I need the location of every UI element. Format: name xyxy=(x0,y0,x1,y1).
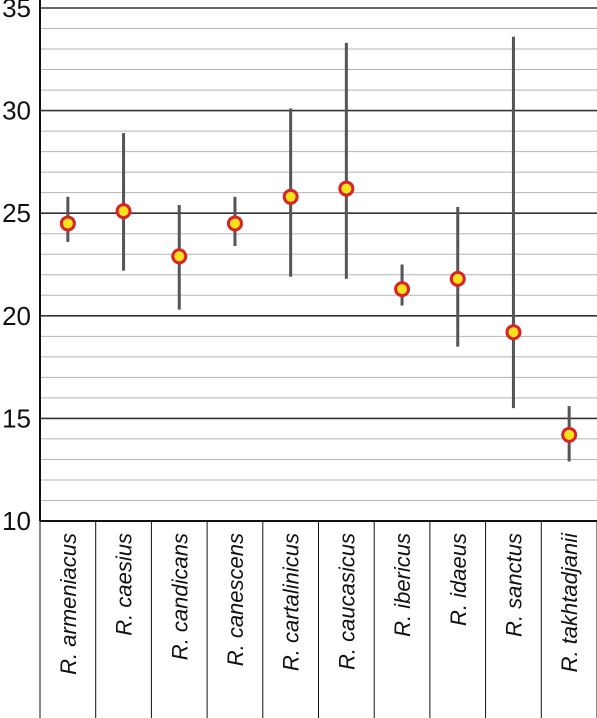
mean-point xyxy=(505,324,522,341)
x-tick-labels: R. armeniacus R. caesius R. candicans R. ca… xyxy=(56,532,582,675)
x-tick-label: R. takhtadjanii xyxy=(557,532,582,673)
y-tick-label: 15 xyxy=(2,403,31,433)
mean-point xyxy=(561,426,578,443)
grid xyxy=(40,7,597,501)
mean-point xyxy=(394,281,411,298)
range-lines xyxy=(66,36,571,462)
x-tick-label: R. sanctus xyxy=(501,533,526,637)
mean-points xyxy=(59,180,578,443)
y-tick-labels: 10 15 20 25 30 35 xyxy=(2,0,31,536)
mean-point xyxy=(171,248,188,265)
y-tick-label: 30 xyxy=(2,96,31,126)
mean-point xyxy=(449,270,466,287)
mean-point xyxy=(338,180,355,197)
x-tick-label: R. idaeus xyxy=(446,533,471,626)
mean-point xyxy=(226,215,243,232)
mean-point xyxy=(282,188,299,205)
mean-point xyxy=(115,203,132,220)
x-tick-label: R. caucasicus xyxy=(334,533,359,670)
x-tick-label: R. cartalinicus xyxy=(279,533,304,671)
mean-point xyxy=(59,215,76,232)
y-tick-label: 20 xyxy=(2,301,31,331)
y-tick-label: 25 xyxy=(2,198,31,228)
y-tick-label: 35 xyxy=(2,0,31,23)
axes xyxy=(39,0,597,718)
x-tick-label: R. armeniacus xyxy=(56,533,81,675)
x-tick-label: R. canescens xyxy=(223,533,248,666)
y-tick-label: 10 xyxy=(2,506,31,536)
x-tick-label: R. candicans xyxy=(167,533,192,660)
x-tick-label: R. ibericus xyxy=(390,533,415,637)
x-tick-label: R. caesius xyxy=(112,533,137,636)
